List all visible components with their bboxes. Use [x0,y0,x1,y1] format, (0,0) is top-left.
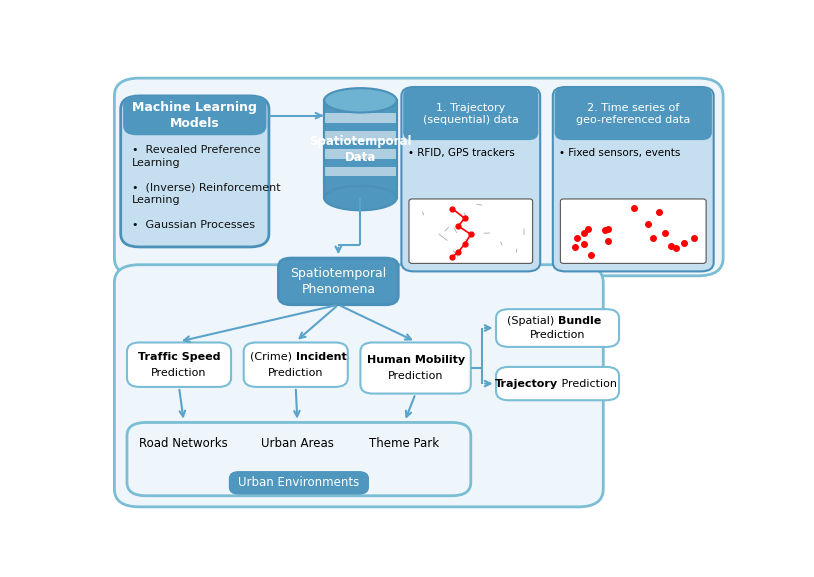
FancyBboxPatch shape [496,309,619,347]
Bar [324,131,396,141]
Text: Road Networks: Road Networks [139,437,228,450]
Text: 2. Time series of
geo-referenced data: 2. Time series of geo-referenced data [576,103,690,125]
Text: •  Gaussian Processes: • Gaussian Processes [132,220,255,230]
FancyBboxPatch shape [496,367,619,400]
Text: (Spatial): (Spatial) [507,316,558,326]
Text: Urban Areas: Urban Areas [260,437,334,450]
Ellipse shape [324,88,396,113]
FancyBboxPatch shape [401,87,540,271]
FancyBboxPatch shape [230,472,368,494]
FancyBboxPatch shape [361,343,470,394]
Text: Prediction: Prediction [151,368,207,378]
Text: Theme Park: Theme Park [370,437,440,450]
Text: • Fixed sensors, events: • Fixed sensors, events [559,148,681,158]
Text: Prediction: Prediction [268,368,323,378]
Text: 1. Trajectory
(sequential) data: 1. Trajectory (sequential) data [422,103,519,125]
Text: Prediction: Prediction [387,371,444,381]
Bar [324,113,396,123]
Text: Human Mobility: Human Mobility [366,355,465,365]
Text: Prediction: Prediction [530,330,585,340]
Text: •  (Inverse) Reinforcement
Learning: • (Inverse) Reinforcement Learning [132,182,281,205]
FancyBboxPatch shape [120,96,269,247]
FancyBboxPatch shape [114,265,603,507]
Bar [324,167,396,177]
FancyBboxPatch shape [127,422,470,496]
FancyBboxPatch shape [278,258,398,305]
FancyBboxPatch shape [127,343,231,387]
Text: Traffic Speed: Traffic Speed [138,352,221,362]
Ellipse shape [324,186,396,210]
Text: Spatiotemporal
Phenomena: Spatiotemporal Phenomena [291,267,387,296]
FancyBboxPatch shape [114,78,723,276]
Text: Prediction: Prediction [558,379,616,388]
Text: Machine Learning
Models: Machine Learning Models [133,101,257,130]
Text: • RFID, GPS trackers: • RFID, GPS trackers [408,148,514,158]
Text: Urban Environments: Urban Environments [239,477,360,489]
Text: Incident: Incident [295,352,347,362]
FancyBboxPatch shape [243,343,348,387]
FancyBboxPatch shape [404,88,538,140]
Text: Bundle: Bundle [558,316,601,326]
Bar [324,100,396,198]
Text: Trajectory: Trajectory [494,379,558,388]
FancyBboxPatch shape [560,199,706,263]
Text: •  Revealed Preference
Learning: • Revealed Preference Learning [132,145,260,167]
FancyBboxPatch shape [409,199,532,263]
FancyBboxPatch shape [555,88,711,140]
FancyBboxPatch shape [553,87,714,271]
Text: Spatiotemporal
Data: Spatiotemporal Data [309,134,412,164]
Text: (Crime): (Crime) [250,352,295,362]
Bar [324,149,396,159]
FancyBboxPatch shape [124,97,265,134]
